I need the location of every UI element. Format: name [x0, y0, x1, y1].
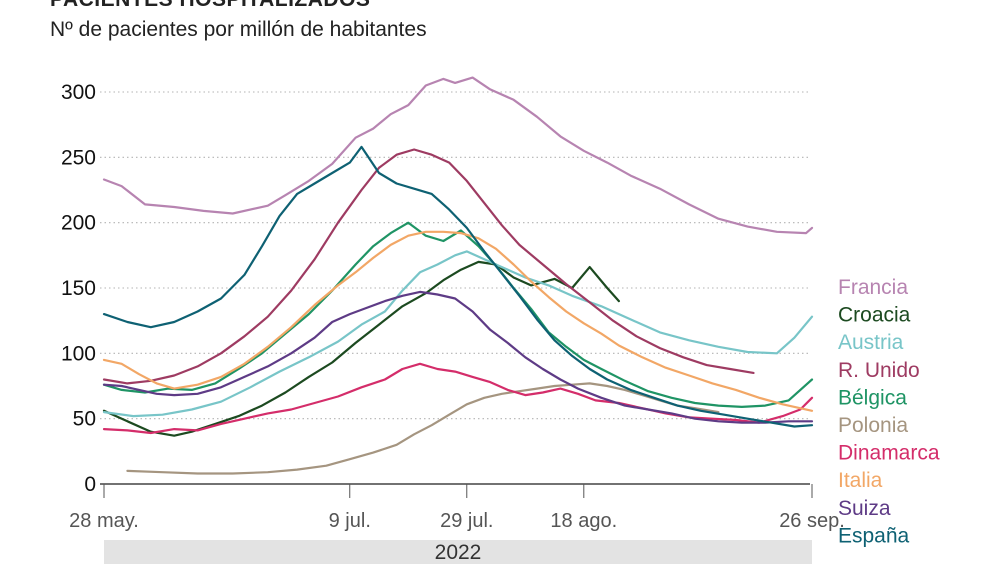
- legend-item: Francia: [838, 276, 908, 299]
- series-line-b-lgica: [102, 221, 814, 408]
- y-tick-label: 150: [61, 277, 96, 300]
- legend-item: Austria: [838, 331, 904, 354]
- legend-item: Suiza: [838, 497, 891, 520]
- series-line-austria: [102, 250, 814, 418]
- y-tick-label: 200: [61, 212, 96, 235]
- series-line-dinamarca: [102, 362, 814, 435]
- x-tick-label: 29 jul.: [440, 510, 493, 532]
- x-tick-label: 28 may.: [69, 510, 139, 532]
- y-tick-label: 0: [84, 473, 96, 496]
- chart-title: PACIENTES HOSPITALIZADOS: [50, 0, 370, 12]
- year-label: 2022: [435, 541, 482, 564]
- series-line-francia: [102, 76, 814, 235]
- x-tick-label: 18 ago.: [550, 510, 617, 532]
- x-tick-label: 26 sep.: [779, 510, 845, 532]
- year-band: [104, 540, 812, 564]
- series-line-polonia: [126, 382, 720, 475]
- chart-subtitle: Nº de pacientes por millón de habitantes: [50, 18, 427, 41]
- legend-item: Croacia: [838, 304, 911, 327]
- y-axis-ticks: 0 50 100 150 200 250 300: [61, 81, 96, 496]
- x-tick-label: 9 jul.: [329, 510, 371, 532]
- legend-item: R. Unido: [838, 359, 920, 382]
- y-tick-label: 100: [61, 342, 96, 365]
- legend-item: Dinamarca: [838, 442, 940, 465]
- legend-item: España: [838, 524, 910, 547]
- x-axis: 28 may. 9 jul. 29 jul. 18 ago. 26 sep. 2022: [69, 484, 845, 564]
- legend: Francia Croacia Austria R. Unido Bélgica Polo…: [838, 276, 940, 547]
- series-line-r-unido: [102, 148, 755, 385]
- series-line-suiza: [102, 290, 814, 424]
- y-tick-label: 250: [61, 146, 96, 169]
- gridlines: [100, 91, 810, 485]
- series-line-italia: [102, 230, 814, 412]
- y-tick-label: 300: [61, 81, 96, 104]
- series-line-espa-a: [102, 145, 814, 428]
- legend-item: Polonia: [838, 414, 908, 437]
- legend-item: Italia: [838, 469, 883, 492]
- y-tick-label: 50: [73, 408, 96, 431]
- legend-item: Bélgica: [838, 386, 907, 409]
- series-lines: [102, 76, 814, 475]
